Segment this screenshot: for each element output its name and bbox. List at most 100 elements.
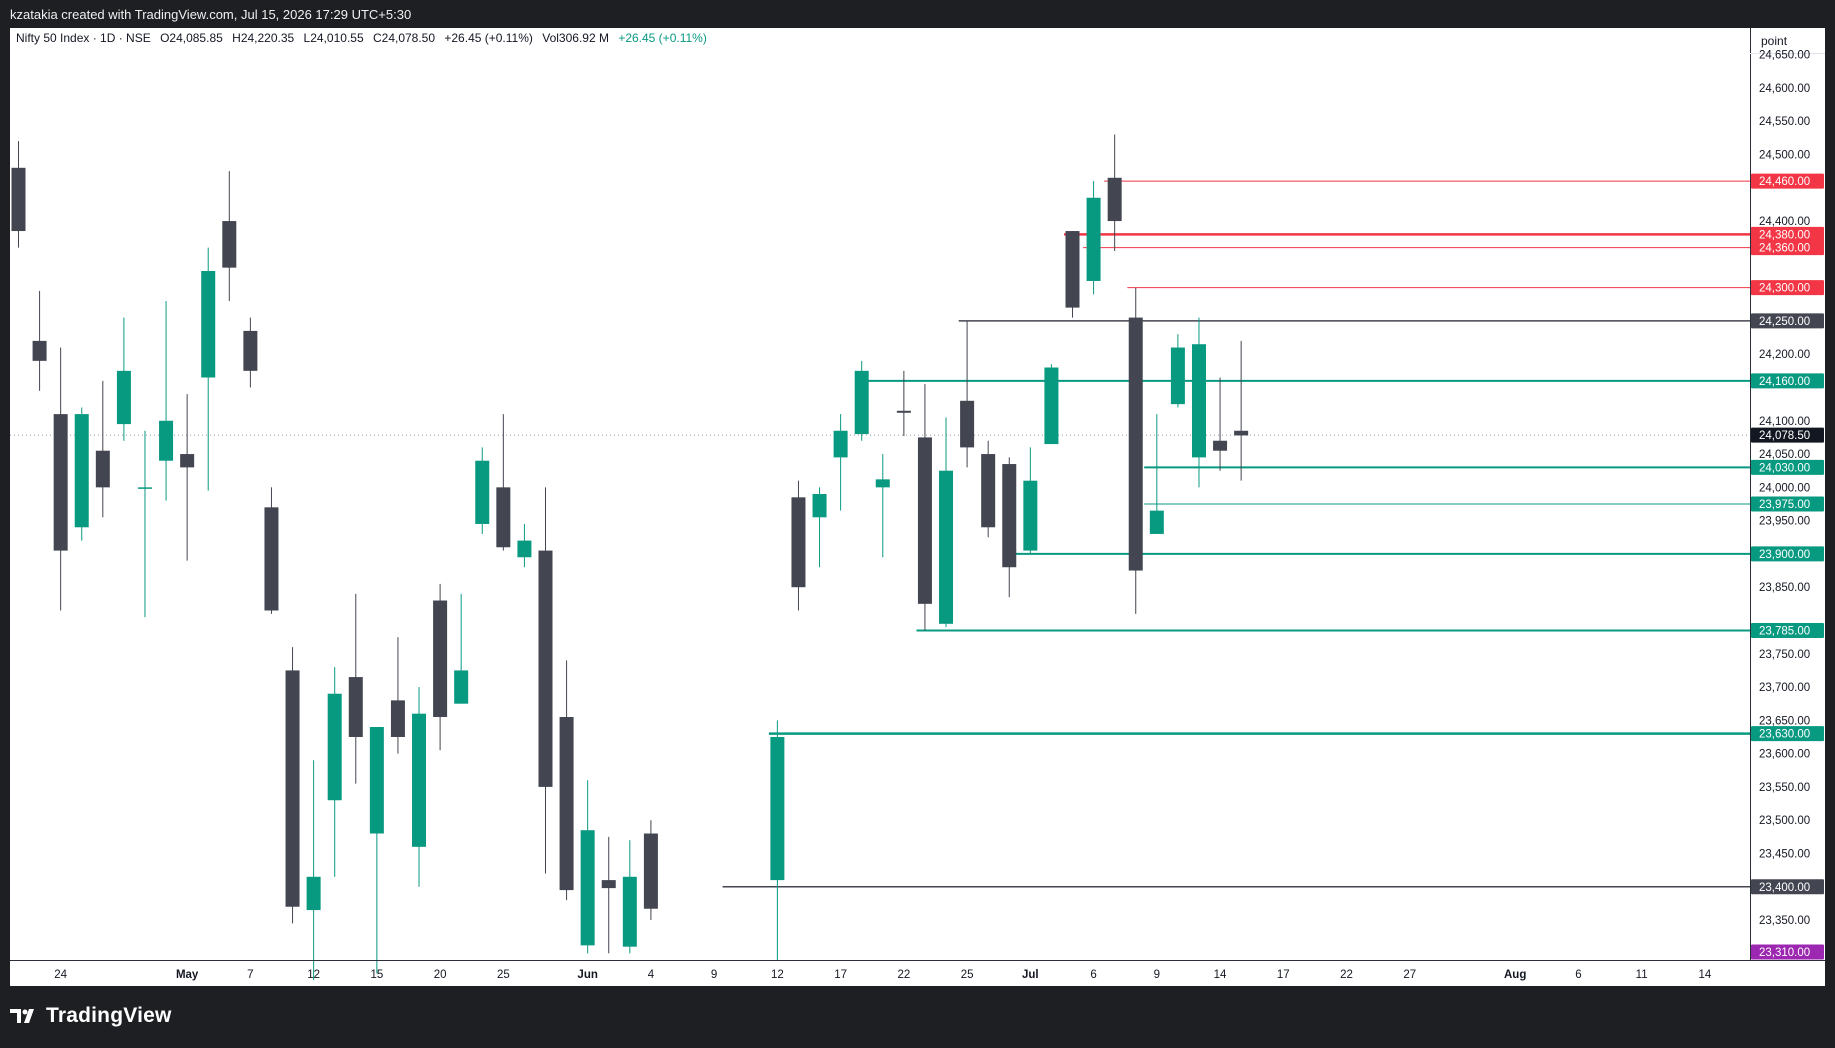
price-label-bg — [1751, 373, 1824, 389]
candle-body — [939, 470, 954, 624]
price-label-text: 23,630.00 — [1759, 729, 1810, 741]
price-tick-label: 23,450.00 — [1759, 848, 1810, 860]
candle-body — [981, 454, 996, 528]
candle-body — [201, 270, 216, 378]
candle — [770, 720, 785, 960]
candle-body — [580, 830, 595, 946]
candle-body — [369, 727, 384, 834]
time-tick-label: 6 — [1090, 969, 1096, 981]
candle-body — [412, 713, 427, 847]
legend-change-secondary: +26.45 (+0.11%) — [618, 31, 707, 45]
legend-symbol[interactable]: Nifty 50 Index · 1D · NSE — [16, 31, 151, 45]
level-price-label: 23,785.00 — [1751, 622, 1824, 638]
attribution-text: kzatakia created with TradingView.com, J… — [10, 7, 412, 22]
candle — [1149, 414, 1164, 534]
candle-body — [496, 487, 511, 548]
last-price-label: 24,078.50 — [1751, 427, 1824, 443]
candle — [1128, 287, 1143, 614]
candle-body — [53, 414, 68, 551]
candle-body — [32, 340, 47, 361]
candle — [11, 141, 26, 248]
price-label-text: 24,250.00 — [1759, 316, 1810, 328]
price-tick-label: 24,650.00 — [1759, 50, 1810, 62]
price-label-bg — [1751, 546, 1824, 562]
candle-body — [559, 717, 574, 891]
candle — [222, 171, 237, 301]
candle — [116, 317, 131, 441]
candle — [306, 760, 321, 980]
level-price-label: 23,975.00 — [1751, 496, 1824, 512]
price-tick-label: 24,100.00 — [1759, 416, 1810, 428]
candle-body — [854, 370, 869, 435]
candle-body — [917, 437, 932, 604]
legend-close: 24,078.50 — [382, 31, 436, 45]
candle — [896, 370, 911, 437]
price-label-bg — [1751, 226, 1824, 242]
candle-body — [1191, 344, 1206, 458]
level-price-label: 24,360.00 — [1751, 240, 1824, 256]
labels-layer: 24,460.00 24,380.00 24,360.00 24,300.00 24,2… — [1751, 173, 1824, 960]
level-price-label: 24,160.00 — [1751, 373, 1824, 389]
candle-body — [896, 410, 911, 413]
candle — [369, 727, 384, 974]
chart-area[interactable]: point 24,650.00 24,600.00 24,550.00 24,500.… — [10, 28, 1825, 986]
svg-text:Nifty 50 Index · 1D · NSE: Nifty 50 Index · 1D · NSE O24,085.85 H24… — [16, 31, 707, 45]
price-tick-label: 23,850.00 — [1759, 582, 1810, 594]
time-tick-label: 20 — [434, 969, 447, 981]
price-label-text: 23,975.00 — [1759, 499, 1810, 511]
candle — [285, 647, 300, 924]
candle — [580, 780, 595, 954]
candle-body — [1086, 197, 1101, 281]
price-label-bg — [1751, 459, 1824, 475]
candle-body — [1107, 177, 1122, 222]
candle-body — [643, 833, 658, 909]
candle-body — [11, 167, 26, 232]
candle-body — [159, 420, 174, 461]
candle-body — [285, 670, 300, 907]
time-tick-label: Aug — [1504, 969, 1526, 981]
candle-body — [1128, 317, 1143, 571]
level-price-label: 24,380.00 — [1751, 226, 1824, 242]
candle — [1170, 334, 1185, 408]
price-tick-label: 23,500.00 — [1759, 815, 1810, 827]
time-tick-label: 22 — [1340, 969, 1353, 981]
legend-vol-label: Vol — [542, 31, 559, 45]
legend-high-label: H — [232, 31, 241, 45]
candle — [412, 687, 427, 887]
candle — [833, 414, 848, 511]
candle-body — [1002, 464, 1017, 568]
price-tick-label: 24,600.00 — [1759, 83, 1810, 95]
candle — [939, 417, 954, 628]
price-label-text: 24,030.00 — [1759, 462, 1810, 474]
time-tick-label: 17 — [1277, 969, 1290, 981]
level-price-label: 24,300.00 — [1751, 280, 1824, 296]
candle — [1234, 340, 1249, 481]
candle-body — [180, 454, 195, 468]
levels-layer — [10, 180, 1750, 888]
candle — [348, 593, 363, 784]
candle-body — [1065, 231, 1080, 308]
candle — [180, 394, 195, 561]
price-label-text: 24,300.00 — [1759, 283, 1810, 295]
level-price-label: 24,460.00 — [1751, 173, 1824, 189]
candle-body — [348, 677, 363, 737]
price-label-bg — [1751, 879, 1824, 895]
candle-body — [791, 497, 806, 588]
price-tick-label: 23,750.00 — [1759, 649, 1810, 661]
candlestick-chart[interactable]: point 24,650.00 24,600.00 24,550.00 24,500.… — [10, 28, 1825, 986]
time-tick-label: 9 — [1154, 969, 1160, 981]
candle — [812, 487, 827, 568]
level-price-label: 24,030.00 — [1751, 459, 1824, 475]
candle — [201, 247, 216, 491]
candle — [1044, 364, 1059, 445]
candle-body — [116, 370, 131, 425]
candle — [981, 440, 996, 538]
candle-body — [433, 600, 448, 718]
price-scale-unit-label[interactable]: point — [1761, 34, 1788, 48]
time-tick-label: Jun — [577, 969, 597, 981]
candle-body — [833, 430, 848, 458]
candle-body — [243, 330, 258, 371]
tradingview-logo[interactable]: TradingView — [10, 1004, 172, 1028]
time-tick-label: 12 — [771, 969, 784, 981]
time-tick-label: 25 — [497, 969, 510, 981]
